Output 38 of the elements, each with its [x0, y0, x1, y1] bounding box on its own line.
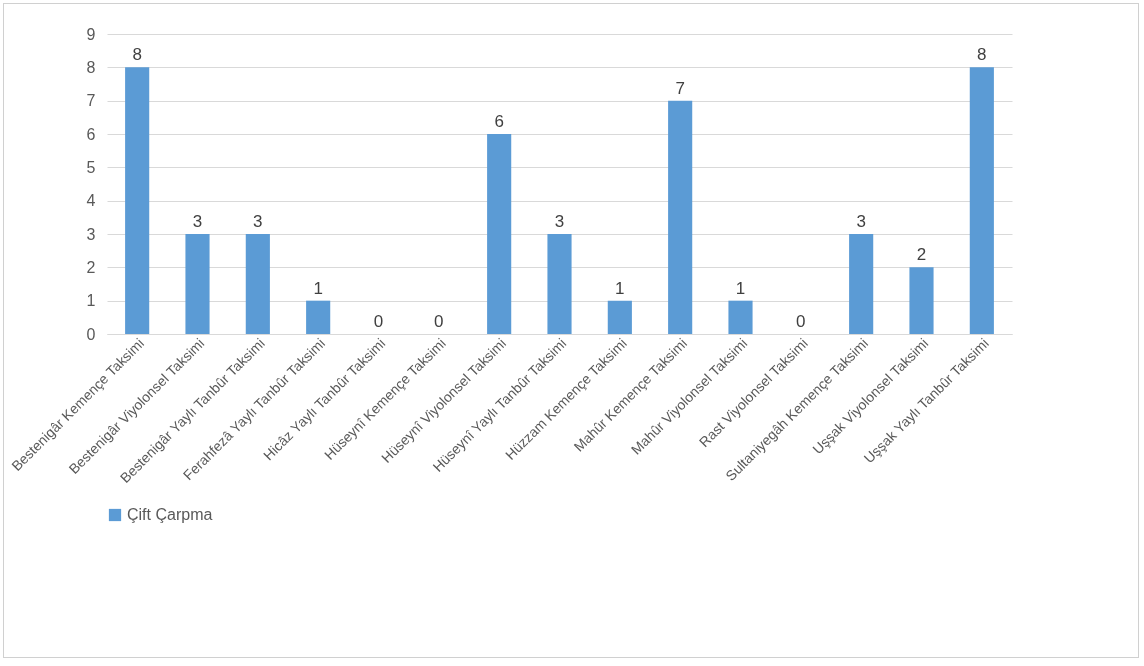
bar	[487, 134, 512, 334]
data-label: 1	[735, 278, 746, 298]
data-label: 0	[796, 312, 806, 331]
bar	[125, 67, 150, 334]
data-label: 8	[132, 45, 142, 65]
y-tick-label: 9	[86, 25, 96, 43]
y-tick-label: 6	[86, 125, 96, 143]
bar	[668, 100, 693, 334]
y-tick-label: 7	[86, 92, 96, 110]
legend-label: Çift Çarpma	[127, 506, 213, 523]
bar	[547, 234, 572, 334]
y-tick-label: 5	[86, 158, 96, 176]
bar	[245, 234, 270, 334]
data-label: 7	[675, 78, 685, 98]
bar	[909, 267, 934, 334]
y-tick-label: 0	[86, 325, 96, 343]
data-label: 0	[434, 312, 444, 331]
y-tick-label: 1	[86, 292, 96, 310]
data-label: 3	[856, 212, 866, 231]
data-label: 1	[615, 278, 625, 298]
data-label: 3	[554, 212, 565, 231]
y-tick-label: 3	[86, 225, 96, 243]
y-tick-label: 8	[86, 58, 96, 76]
bar	[849, 234, 874, 334]
y-tick-label: 4	[86, 192, 96, 210]
bar	[607, 300, 632, 334]
data-label: 8	[977, 45, 987, 65]
bar	[728, 300, 753, 334]
bar	[185, 234, 210, 334]
data-label: 3	[192, 212, 203, 231]
bar	[306, 300, 331, 334]
y-tick-label: 2	[86, 258, 96, 276]
data-label: 1	[313, 278, 323, 298]
data-label: 6	[494, 112, 504, 131]
data-label: 3	[253, 212, 263, 231]
bar	[969, 67, 994, 334]
data-label: 0	[373, 312, 384, 331]
data-label: 2	[916, 245, 927, 265]
